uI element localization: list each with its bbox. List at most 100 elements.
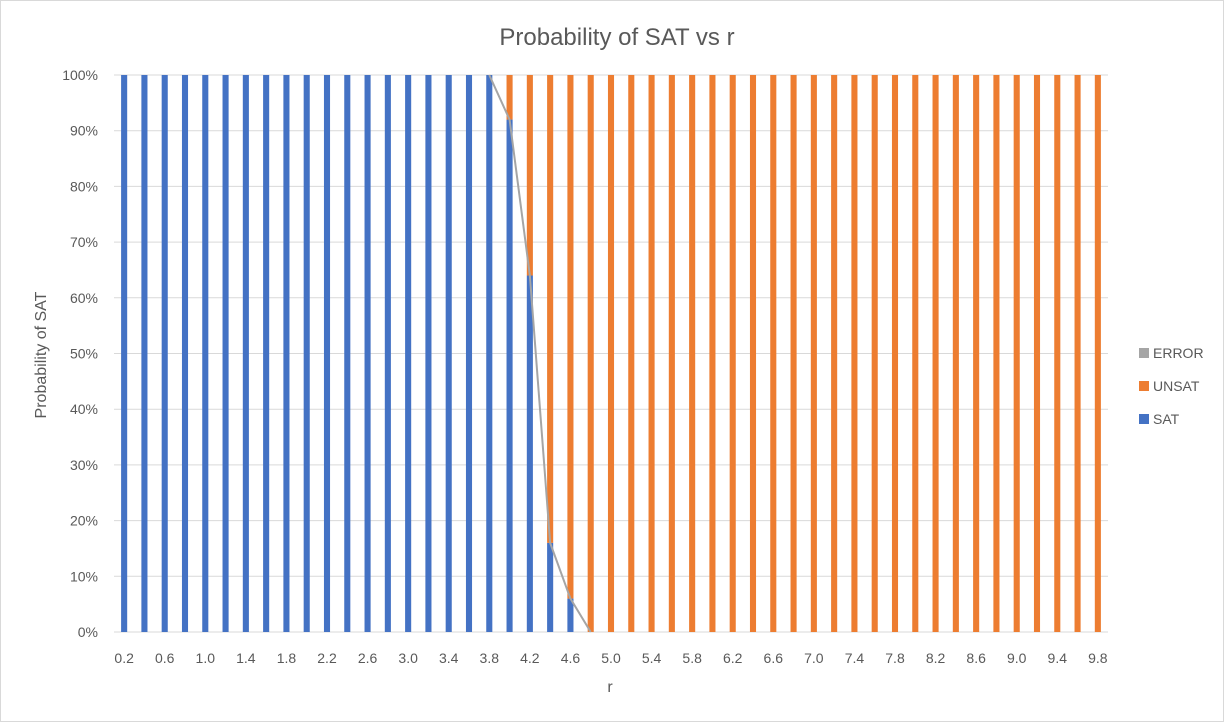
bar-unsat — [790, 75, 797, 632]
bar-unsat — [973, 75, 980, 632]
legend-swatch-error — [1139, 348, 1149, 358]
x-tick-label: 6.6 — [764, 650, 784, 666]
bar-unsat — [1033, 75, 1041, 632]
bar-unsat — [912, 75, 919, 632]
legend-label-sat: SAT — [1153, 411, 1180, 427]
bar-unsat — [607, 75, 615, 632]
x-tick-label: 1.0 — [196, 650, 216, 666]
bar-sat — [242, 75, 249, 632]
bar-unsat — [709, 75, 716, 632]
chart-title: Probability of SAT vs r — [499, 24, 734, 51]
x-tick-label: 7.0 — [804, 650, 824, 666]
bar-unsat — [1074, 75, 1081, 632]
bar-sat — [465, 75, 473, 632]
x-tick-label: 0.6 — [155, 650, 175, 666]
x-tick-label: 1.8 — [277, 650, 297, 666]
y-tick-label: 80% — [70, 178, 98, 194]
bar-sat — [202, 75, 209, 632]
bar-unsat — [851, 75, 858, 632]
bar-unsat — [932, 75, 939, 632]
bar-sat — [323, 75, 331, 632]
bar-sat — [506, 119, 513, 632]
legend-swatch-sat — [1139, 414, 1149, 424]
bar-unsat — [587, 75, 594, 632]
bar-unsat — [993, 75, 1000, 632]
bar-sat — [384, 75, 391, 632]
bar-unsat — [648, 75, 655, 632]
x-axis-title: r — [607, 679, 613, 696]
bar-unsat — [506, 75, 513, 120]
x-tick-label: 8.2 — [926, 650, 946, 666]
legend-swatch-unsat — [1139, 381, 1149, 391]
bar-unsat — [770, 75, 777, 632]
x-tick-label: 2.2 — [317, 650, 337, 666]
y-axis-ticks: 0% 10% 20% 30% 40% 50% 60% 70% 80% 90% 100% — [62, 67, 98, 640]
bar-sat — [263, 75, 270, 632]
y-tick-label: 50% — [70, 346, 98, 362]
x-tick-label: 5.8 — [682, 650, 702, 666]
bar-sat — [181, 75, 189, 632]
series-lines — [488, 74, 592, 633]
legend-label-unsat: UNSAT — [1153, 378, 1200, 394]
x-tick-label: 7.8 — [885, 650, 905, 666]
bar-sat — [526, 275, 533, 632]
bar-sat — [405, 75, 412, 632]
bar-unsat — [668, 75, 675, 632]
x-tick-label: 0.2 — [114, 650, 134, 666]
bar-sat — [364, 75, 371, 632]
y-tick-label: 100% — [62, 67, 98, 83]
bar-unsat — [831, 75, 838, 632]
y-tick-label: 20% — [70, 513, 98, 529]
x-tick-label: 6.2 — [723, 650, 743, 666]
legend: ERROR UNSAT SAT — [1139, 345, 1204, 427]
bar-unsat — [891, 75, 899, 632]
bar-unsat — [628, 75, 635, 632]
y-tick-label: 70% — [70, 234, 98, 250]
bar-unsat — [1054, 75, 1061, 632]
x-tick-label: 2.6 — [358, 650, 378, 666]
x-tick-label: 3.4 — [439, 650, 459, 666]
y-tick-label: 90% — [70, 123, 98, 139]
x-tick-label: 8.6 — [966, 650, 986, 666]
y-tick-label: 10% — [70, 568, 98, 584]
bar-sat — [344, 75, 351, 632]
bar-sat — [486, 75, 493, 632]
x-tick-label: 5.0 — [601, 650, 621, 666]
bar-sat — [141, 75, 148, 632]
bar-sat — [445, 75, 452, 632]
bar-unsat — [547, 75, 554, 543]
bar-sat — [425, 75, 432, 632]
bar-unsat — [689, 75, 696, 632]
bar-unsat — [810, 75, 817, 632]
x-axis-ticks: 0.2 0.6 1.0 1.4 1.8 2.2 2.6 3.0 3.4 3.8 4.2 4.6 5.0 5… — [114, 650, 1107, 666]
bar-unsat — [1094, 75, 1101, 632]
bar-sat — [303, 75, 310, 632]
bar-sat — [567, 598, 574, 632]
x-tick-label: 9.0 — [1007, 650, 1027, 666]
bar-sat — [547, 542, 554, 632]
y-axis-title: Probability of SAT — [33, 291, 50, 418]
x-tick-label: 9.4 — [1048, 650, 1068, 666]
bar-sat — [161, 75, 168, 632]
bar-unsat — [952, 75, 959, 632]
y-tick-label: 40% — [70, 401, 98, 417]
bar-unsat — [1013, 75, 1020, 632]
y-tick-label: 60% — [70, 290, 98, 306]
x-tick-label: 4.2 — [520, 650, 540, 666]
bar-unsat — [749, 75, 757, 632]
bar-unsat — [567, 75, 574, 599]
legend-label-error: ERROR — [1153, 345, 1204, 361]
bars — [121, 75, 1101, 632]
x-tick-label: 5.4 — [642, 650, 662, 666]
y-tick-label: 30% — [70, 457, 98, 473]
x-tick-label: 3.8 — [480, 650, 500, 666]
x-tick-label: 4.6 — [561, 650, 581, 666]
x-tick-label: 9.8 — [1088, 650, 1108, 666]
x-tick-label: 7.4 — [845, 650, 865, 666]
bar-unsat — [729, 75, 736, 632]
bar-unsat — [871, 75, 878, 632]
x-tick-label: 3.0 — [398, 650, 418, 666]
y-tick-label: 0% — [78, 624, 98, 640]
bar-sat — [283, 75, 290, 632]
